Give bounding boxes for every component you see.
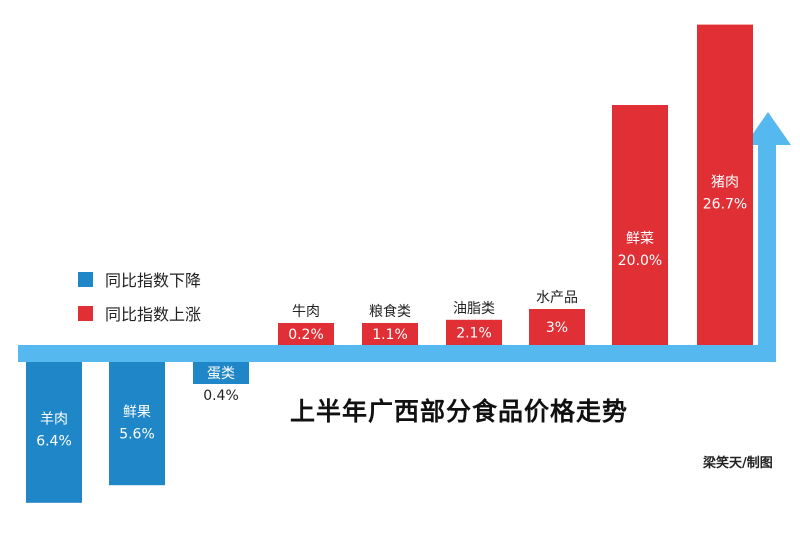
bar-category-label: 羊肉 (40, 411, 68, 427)
bar-category-label: 鲜果 (123, 404, 151, 420)
bar (26, 362, 82, 503)
bar (278, 323, 334, 345)
bar-category-label: 蛋类 (207, 366, 235, 382)
legend-swatch-up (78, 305, 93, 321)
bar-group: 牛肉 0.2% (278, 304, 334, 345)
credit-text: 梁笑天/制图 (703, 456, 773, 471)
axis-band-bar (18, 345, 776, 362)
bar-category-label: 油脂类 (453, 301, 495, 317)
bar-category-label: 水产品 (536, 290, 578, 306)
bar (193, 362, 249, 384)
bar-value-label: 3% (546, 320, 568, 336)
bar-value-label: 20.0% (618, 253, 662, 269)
bar-group: 水产品 3% (529, 290, 585, 345)
bar (612, 105, 668, 345)
bar-value-label: 1.1% (372, 327, 408, 343)
legend-item-down: 同比指数下降 (78, 266, 201, 292)
bar-value-label: 0.4% (203, 388, 239, 404)
legend: 同比指数下降 同比指数上涨 (78, 266, 201, 334)
bar-group: 鲜果 5.6% (109, 362, 165, 486)
bar (109, 362, 165, 486)
bar-value-label: 6.4% (36, 433, 72, 449)
bar (446, 319, 502, 345)
bar-value-label: 0.2% (288, 327, 324, 343)
legend-swatch-down (78, 271, 93, 287)
bar-group: 粮食类 1.1% (362, 303, 418, 345)
bar (362, 323, 418, 345)
chart-title: 上半年广西部分食品价格走势 (290, 397, 629, 426)
legend-label-up: 同比指数上涨 (105, 305, 202, 324)
bar-value-label: 5.6% (119, 426, 155, 442)
axis-band (18, 112, 791, 362)
bar-value-label: 26.7% (703, 197, 747, 213)
axis-arrow (745, 112, 791, 362)
bar-value-label: 2.1% (456, 325, 492, 341)
bar-category-label: 猪肉 (711, 175, 739, 191)
bar-category-label: 鲜菜 (626, 231, 654, 247)
bar (697, 24, 753, 345)
bar-group: 油脂类 2.1% (446, 301, 502, 345)
bar-group: 蛋类 0.4% (193, 362, 249, 404)
bar-group: 鲜菜 20.0% (612, 105, 668, 345)
bar-group: 羊肉 6.4% (26, 362, 82, 503)
legend-label-down: 同比指数下降 (105, 271, 202, 290)
bar-category-label: 牛肉 (292, 304, 320, 320)
bar-group: 猪肉 26.7% (697, 24, 753, 345)
bar (529, 309, 585, 345)
legend-item-up: 同比指数上涨 (78, 300, 201, 326)
bar-category-label: 粮食类 (369, 303, 411, 320)
